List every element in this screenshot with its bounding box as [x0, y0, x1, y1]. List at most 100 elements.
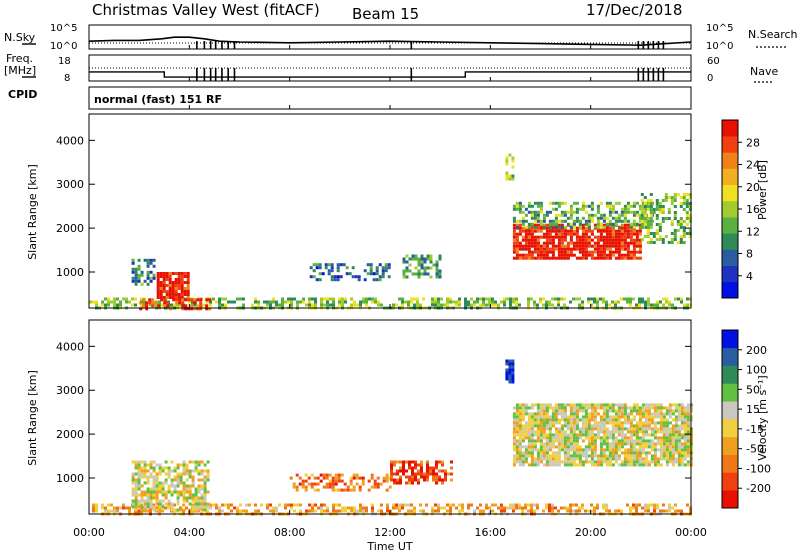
range-cell [575, 412, 579, 416]
range-cell [584, 406, 588, 410]
range-cell [380, 509, 383, 513]
range-cell [685, 214, 689, 217]
range-cell [548, 225, 552, 229]
range-cell [479, 503, 482, 507]
range-cell [623, 235, 627, 239]
range-cell [653, 430, 657, 434]
range-cell [404, 503, 407, 507]
range-cell [649, 214, 653, 217]
range-cell [461, 503, 464, 507]
range-cell [545, 213, 549, 217]
range-cell [626, 406, 630, 410]
range-cell [587, 204, 591, 208]
range-cell [641, 439, 645, 443]
range-cell [563, 454, 567, 458]
range-cell [683, 439, 687, 443]
range-cell [593, 297, 596, 301]
range-cell [623, 433, 627, 437]
range-cell [605, 421, 609, 425]
range-cell [542, 223, 546, 227]
range-cell [602, 457, 606, 461]
range-cell [188, 460, 192, 464]
range-cell [608, 210, 612, 214]
range-cell [194, 505, 198, 509]
range-cell [581, 454, 585, 458]
range-cell [539, 201, 543, 205]
range-cell [444, 478, 447, 482]
range-cell [488, 297, 491, 301]
range-cell [539, 427, 543, 431]
range-cell [292, 485, 296, 489]
range-cell [593, 241, 597, 245]
range-cell [185, 487, 189, 491]
range-cell [203, 484, 207, 488]
range-cell [584, 445, 588, 449]
range-cell [542, 454, 546, 458]
range-cell [515, 403, 519, 407]
range-cell [551, 415, 555, 419]
range-cell [671, 442, 675, 446]
range-cell [218, 509, 221, 513]
range-cell [95, 503, 98, 507]
range-cell [308, 300, 311, 304]
range-cell [653, 421, 657, 425]
range-cell [524, 403, 528, 407]
range-cell [146, 282, 150, 286]
range-cell [533, 210, 537, 214]
range-cell [419, 303, 422, 307]
range-cell [551, 418, 555, 422]
range-cell [683, 448, 687, 452]
range-cell [620, 219, 624, 223]
range-cell [596, 457, 600, 461]
range-cell [548, 403, 552, 407]
range-cell [649, 202, 653, 205]
range-cell [521, 418, 525, 422]
range-cell [554, 409, 558, 413]
range-cell [508, 374, 512, 378]
range-cell [677, 509, 680, 513]
range-cell [659, 463, 663, 467]
range-cell [649, 226, 653, 229]
range-cell [536, 460, 540, 464]
range-cell [116, 509, 119, 513]
range-cell [524, 244, 528, 248]
range-cell [608, 415, 612, 419]
range-cell [671, 439, 675, 443]
range-cell [332, 509, 335, 513]
freq-label-1: Freq. [6, 52, 33, 65]
range-cell [146, 276, 150, 280]
range-cell [355, 482, 359, 486]
range-cell [566, 451, 570, 455]
range-cell [515, 409, 519, 413]
range-cell [194, 502, 198, 506]
range-cell [584, 226, 588, 230]
range-cell [185, 472, 189, 476]
range-cell [584, 210, 588, 214]
range-cell [572, 436, 576, 440]
range-cell [646, 223, 650, 226]
range-cell [679, 235, 683, 238]
range-cell [533, 219, 537, 223]
range-cell [349, 479, 353, 483]
range-cell [371, 300, 374, 304]
range-cell [536, 409, 540, 413]
range-cell [365, 303, 368, 307]
range-cell [671, 454, 675, 458]
range-cell [518, 433, 522, 437]
range-cell [683, 424, 687, 428]
range-cell [411, 472, 414, 476]
range-cell [614, 418, 618, 422]
range-cell [680, 418, 684, 422]
range-cell [617, 418, 621, 422]
range-cell [578, 222, 582, 226]
range-cell [539, 445, 543, 449]
range-cell [670, 220, 674, 223]
range-cell [560, 235, 564, 239]
range-cell [221, 303, 224, 307]
range-cell [159, 296, 163, 299]
range-cell [572, 503, 575, 507]
range-cell [635, 222, 639, 226]
colorbar-swatch [722, 233, 738, 250]
range-cell [196, 307, 200, 311]
range-cell [521, 244, 525, 248]
